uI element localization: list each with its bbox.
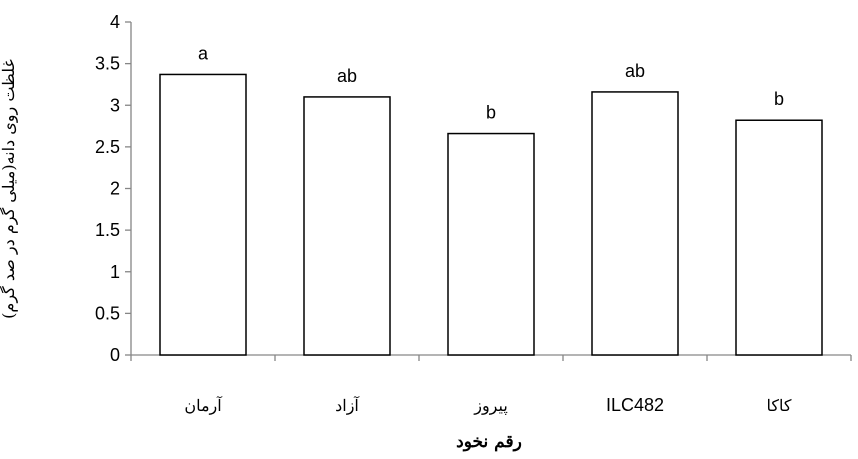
y-tick-label: 3 <box>110 95 120 115</box>
y-tick-label: 3.5 <box>95 54 120 74</box>
y-tick-label: 1 <box>110 262 120 282</box>
x-axis-title: رقم نخود <box>456 432 522 452</box>
bar-data-label: ab <box>337 66 357 86</box>
bar-data-label: b <box>774 89 784 109</box>
bar-1 <box>303 96 391 356</box>
bar-data-label: b <box>486 103 496 123</box>
bar-4 <box>735 119 823 356</box>
bars: a ab b ab b <box>159 43 823 356</box>
x-axis: آرمان آزاد پیروز ILC482 کاکا <box>130 354 852 415</box>
y-tick-label: 2.5 <box>95 137 120 157</box>
x-category-label: آرمان <box>184 395 223 415</box>
y-tick-label: 1.5 <box>95 220 120 240</box>
x-category-label: ILC482 <box>606 395 664 415</box>
bar-data-label: ab <box>625 61 645 81</box>
bar-3 <box>591 91 679 356</box>
y-tick-label: 0.5 <box>95 303 120 323</box>
bar-data-label: a <box>198 43 209 63</box>
y-tick-label: 0 <box>110 345 120 365</box>
y-tick-label: 4 <box>110 12 120 32</box>
bar-0 <box>159 73 247 356</box>
y-axis-title: غلظت روی دانه(میلی گرم در صد گرم) <box>0 59 18 319</box>
x-category-label: آزاد <box>335 395 360 415</box>
x-category-label: پیروز <box>473 396 508 415</box>
y-axis: 0 0.5 1 1.5 2 2.5 3 3.5 4 <box>95 12 132 365</box>
bar-2 <box>447 132 535 356</box>
x-category-label: کاکا <box>767 396 792 415</box>
y-tick-label: 2 <box>110 179 120 199</box>
